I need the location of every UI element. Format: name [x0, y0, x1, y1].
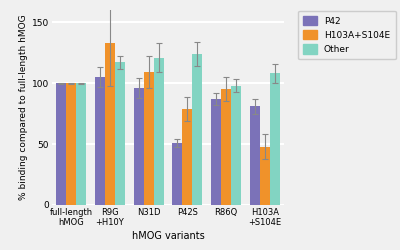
- Bar: [95, 77, 105, 205]
- Bar: [172, 143, 182, 205]
- Bar: [56, 83, 66, 205]
- Bar: [154, 58, 164, 205]
- Bar: [134, 88, 144, 205]
- Legend: P42, H103A+S104E, Other: P42, H103A+S104E, Other: [298, 10, 396, 59]
- Bar: [144, 72, 154, 205]
- Bar: [211, 99, 221, 205]
- Bar: [270, 74, 280, 205]
- Bar: [66, 83, 76, 205]
- Bar: [250, 106, 260, 205]
- Bar: [231, 86, 241, 205]
- Bar: [105, 43, 115, 205]
- Bar: [76, 83, 86, 205]
- Bar: [192, 54, 202, 205]
- X-axis label: hMOG variants: hMOG variants: [132, 231, 204, 241]
- Bar: [260, 146, 270, 205]
- Bar: [182, 109, 192, 205]
- Bar: [115, 62, 125, 205]
- Y-axis label: % binding compared to full-length hMOG: % binding compared to full-length hMOG: [19, 15, 28, 200]
- Bar: [221, 89, 231, 205]
